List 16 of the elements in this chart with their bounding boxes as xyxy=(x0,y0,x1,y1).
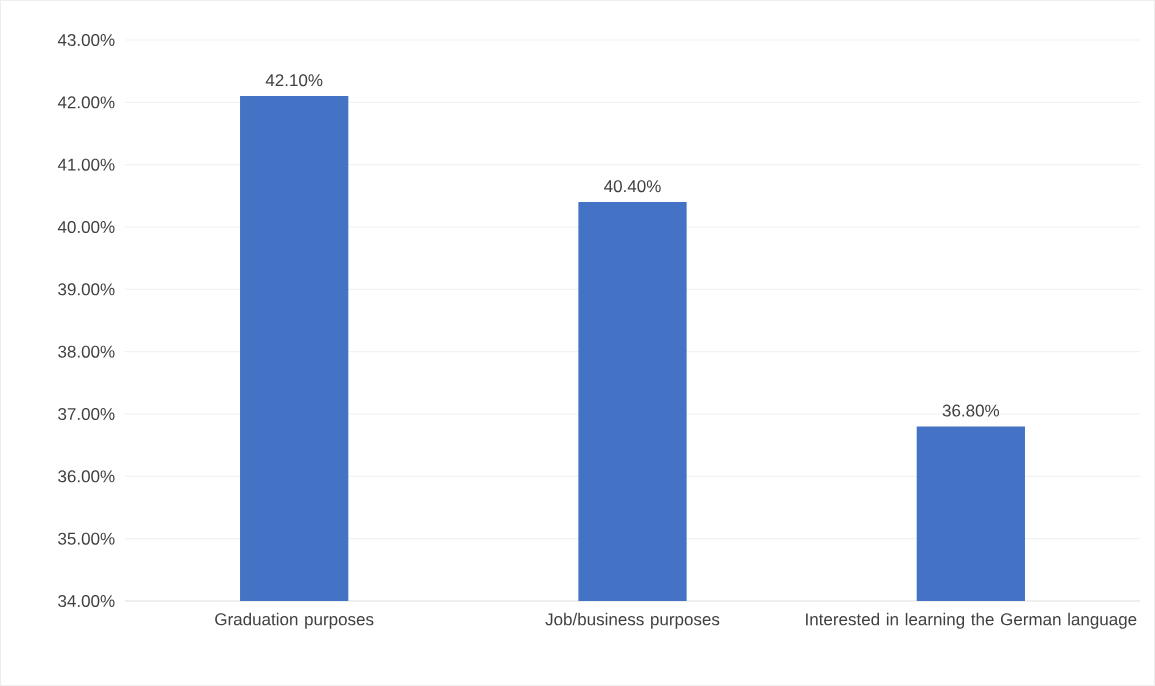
x-tick-label: Interested in learning the German language xyxy=(806,612,1137,629)
y-tick-label: 36.00% xyxy=(58,470,115,483)
y-tick-label: 41.00% xyxy=(57,158,115,171)
y-tick-label: 43.00% xyxy=(57,33,115,47)
y-tick-label: 40.00% xyxy=(57,220,115,234)
y-tick-label: 35.00% xyxy=(58,532,115,545)
y-tick-label: 42.00% xyxy=(57,96,115,109)
data-label: 36.80% xyxy=(942,404,1000,417)
y-tick-label: 39.00% xyxy=(58,283,115,296)
x-tick-label: Job/business purposes xyxy=(545,612,720,629)
y-tick-label: 37.00% xyxy=(58,407,115,421)
y-tick-label: 38.00% xyxy=(58,345,115,358)
y-tick-label: 34.00% xyxy=(58,594,115,608)
data-label: 42.10% xyxy=(265,74,323,87)
x-tick-label: Graduation purposes xyxy=(215,612,374,629)
data-label: 40.40% xyxy=(604,180,661,193)
